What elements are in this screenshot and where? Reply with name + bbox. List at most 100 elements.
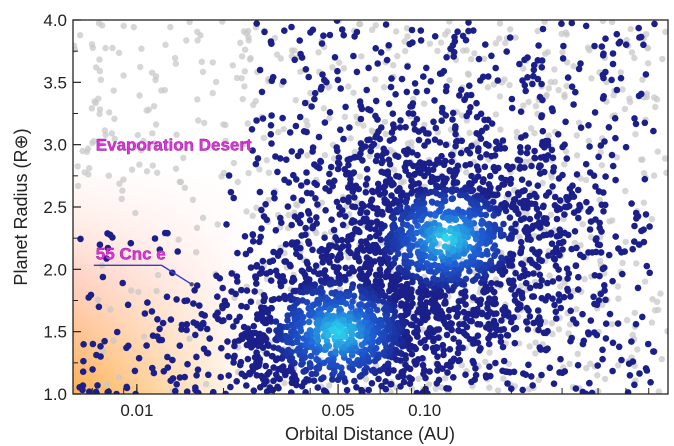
background-point [523,210,530,217]
background-point [513,128,520,136]
planet-point [522,371,530,379]
planet-point [317,310,324,318]
planet-point [364,354,372,362]
background-point [86,165,93,172]
planet-point [602,173,609,180]
planet-point [243,287,251,294]
planet-point [241,233,249,240]
planet-point [349,366,357,374]
background-point [619,86,626,93]
planet-point [135,354,143,362]
planet-point [393,287,400,295]
planet-point [314,384,322,391]
planet-point [176,374,184,381]
planet-point [548,240,556,247]
background-point [463,47,470,54]
planet-point [150,369,158,377]
planet-point [564,196,571,204]
planet-point [456,321,463,328]
planet-point [232,290,239,298]
planet-point [297,182,305,189]
planet-point [244,355,252,363]
planet-point [632,120,640,128]
planet-point [500,357,508,365]
planet-point [143,342,150,349]
planet-point [296,253,304,261]
planet-point [646,223,653,230]
planet-point [262,362,270,370]
planet-point [468,142,475,150]
planet-point [271,194,278,202]
planet-point [159,319,167,327]
planet-point [184,360,191,368]
background-point [471,50,478,57]
planet-point [473,130,480,137]
planet-point [200,345,208,353]
planet-point [113,390,120,394]
planet-point [286,261,294,269]
planet-point [328,242,336,249]
background-point [441,375,449,382]
planet-point [127,239,135,247]
planet-point [585,208,592,215]
planet-point [591,109,599,116]
planet-point [268,40,275,47]
planet-point [457,149,465,157]
background-point [102,44,109,52]
planet-point [587,317,595,324]
planet-point [408,350,416,358]
planet-point [173,296,180,303]
planet-point [385,42,393,49]
background-point [94,296,102,303]
planet-point [462,301,469,308]
planet-point [531,154,539,162]
planet-point [561,229,568,237]
planet-point [402,208,410,216]
planet-point [642,211,650,218]
planet-point [389,110,397,117]
background-point [220,169,228,177]
desert-gradient-fade [73,175,257,394]
planet-point [144,299,151,306]
planet-point [391,308,399,316]
planet-point [427,78,435,85]
planet-point [612,233,619,240]
planet-point [275,384,282,392]
planet-point [305,238,312,245]
planet-point [463,112,471,120]
planet-point [600,50,607,57]
planet-point [413,273,421,281]
planet-point [387,281,395,288]
planet-point [551,193,559,201]
planet-point [251,288,258,295]
background-point [500,375,507,382]
planet-point [99,273,107,281]
planet-point [80,341,87,348]
planet-point [602,296,609,304]
planet-point [600,189,607,196]
planet-point [109,234,116,241]
planet-point [443,361,451,369]
planet-point [274,355,282,362]
planet-point [409,300,416,307]
planet-point [641,175,649,183]
planet-point [402,355,410,363]
planet-point [297,244,304,252]
planet-point [261,304,268,312]
planet-point [261,334,269,341]
planet-point [409,188,416,195]
planet-point [521,199,528,206]
planet-point [305,318,313,326]
planet-point [351,33,358,40]
background-point [426,40,434,47]
planet-point [222,390,229,394]
planet-point [471,276,479,283]
planet-point [517,108,525,115]
planet-point [540,232,547,239]
background-point [137,63,144,71]
planet-point [529,259,536,267]
background-point [653,298,661,305]
planet-point [313,364,320,372]
planet-point [334,159,342,166]
planet-point [466,267,473,275]
